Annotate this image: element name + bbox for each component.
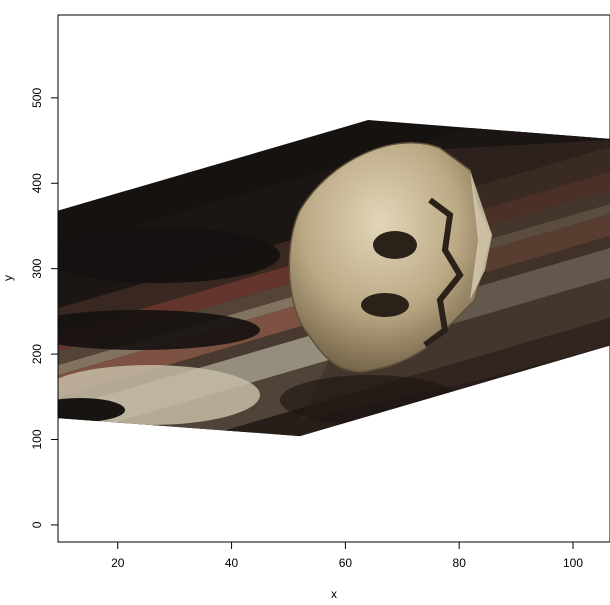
y-tick-label: 200	[30, 344, 44, 364]
y-axis-label: y	[1, 275, 15, 281]
skull-shadow	[280, 375, 460, 425]
skull-teeth	[423, 197, 464, 348]
x-axis-label: x	[331, 587, 337, 600]
raster-image	[58, 120, 610, 437]
shadow-ellipse	[58, 310, 260, 350]
x-tick-label: 100	[563, 556, 583, 570]
skull-highlight	[470, 170, 492, 300]
x-tick-label: 60	[339, 556, 353, 570]
skull-socket	[361, 293, 409, 317]
y-tick-label: 300	[30, 258, 44, 278]
y-axis: 0 100 200 300 400 500	[30, 88, 59, 528]
raster-content	[58, 120, 610, 437]
shadow-ellipse	[58, 227, 280, 283]
x-tick-label: 20	[111, 556, 125, 570]
skull-socket	[373, 231, 417, 259]
y-tick-label: 400	[30, 173, 44, 193]
shadow-ellipse	[58, 398, 125, 422]
x-tick-label: 80	[453, 556, 467, 570]
y-tick-label: 100	[30, 429, 44, 449]
x-axis: 20 40 60 80 100	[111, 541, 583, 570]
y-tick-label: 500	[30, 88, 44, 108]
y-tick-label: 0	[30, 521, 44, 528]
x-tick-label: 40	[225, 556, 239, 570]
